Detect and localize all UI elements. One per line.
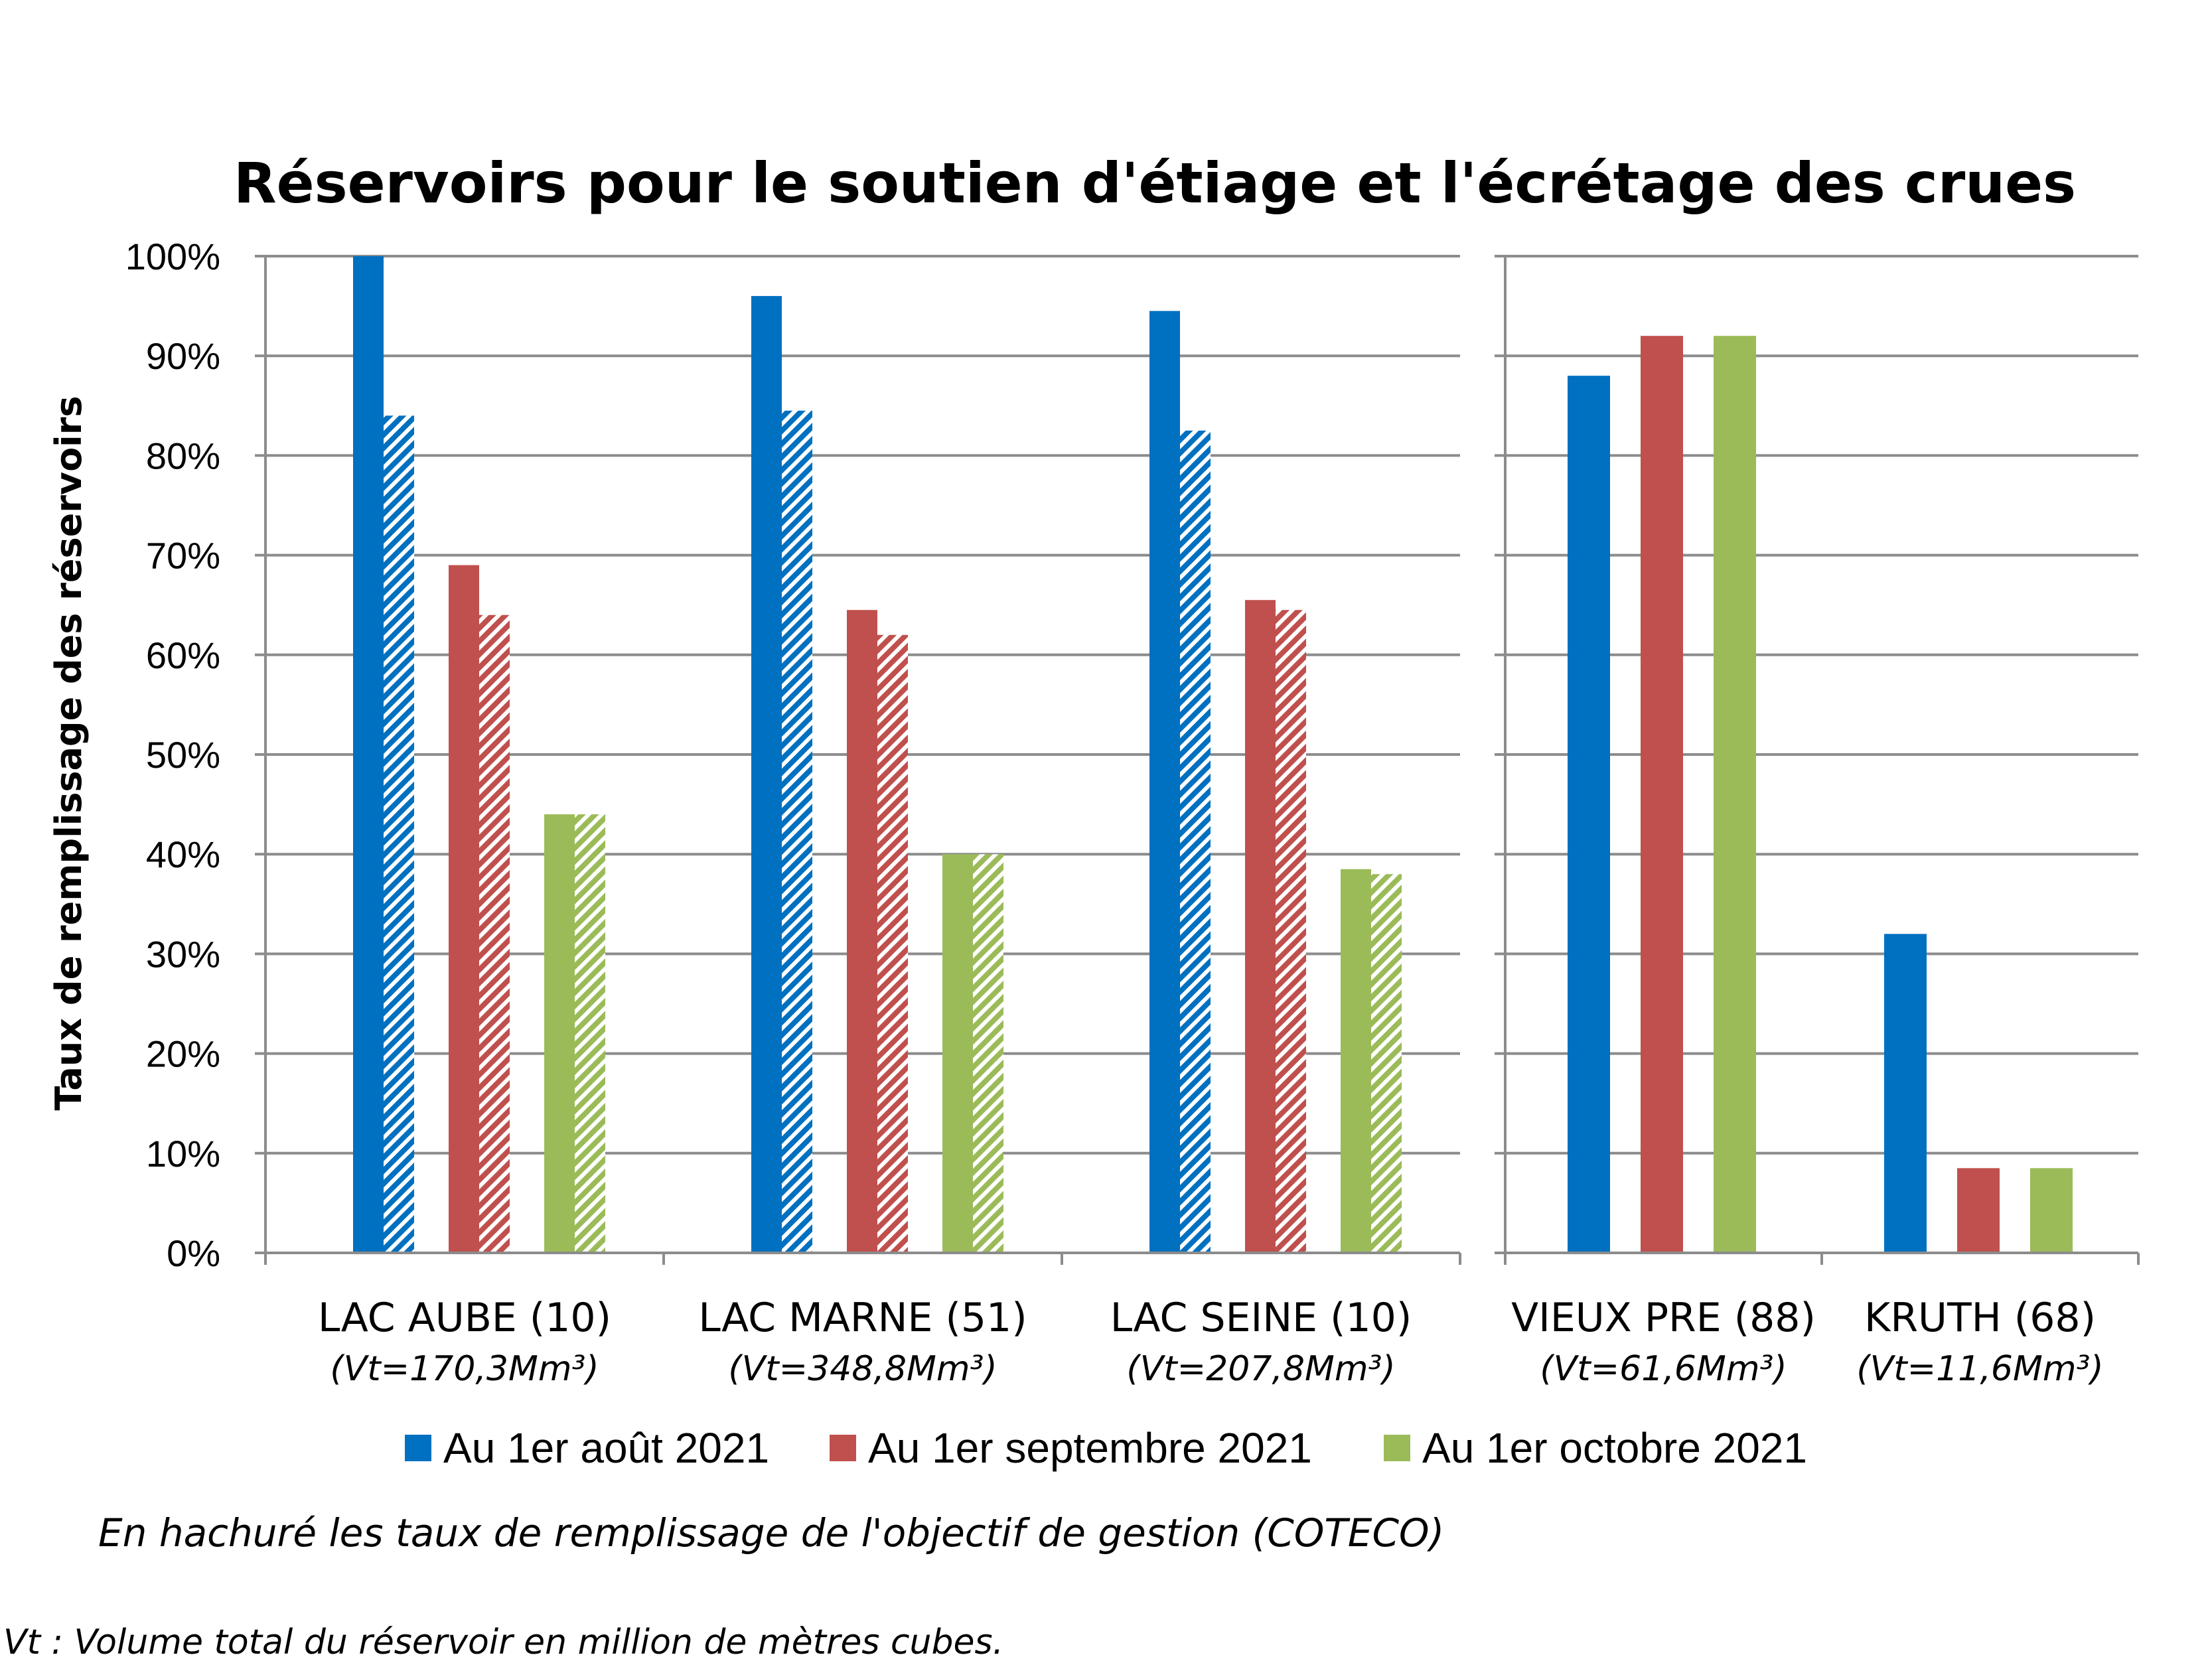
bar-objective bbox=[384, 415, 414, 1253]
bar-actual bbox=[1568, 376, 1610, 1253]
y-tick-label: 90% bbox=[146, 335, 220, 377]
y-tick-label: 100% bbox=[125, 236, 220, 277]
axes bbox=[255, 255, 2140, 1265]
category-volume: (Vt=61,6Mm³) bbox=[1540, 1349, 1787, 1389]
bar-actual bbox=[1714, 336, 1756, 1253]
bar-objective bbox=[877, 634, 908, 1253]
category-label: LAC SEINE (10) bbox=[1110, 1295, 1412, 1341]
bar-objective bbox=[973, 854, 1003, 1253]
y-tick-label: 80% bbox=[146, 435, 220, 476]
bar-objective bbox=[1276, 610, 1306, 1253]
chart-title: Réservoirs pour le soutien d'étiage et l… bbox=[234, 151, 2076, 216]
y-tick-label: 0% bbox=[167, 1232, 220, 1274]
y-axis-label: Taux de remplissage des réservoirs bbox=[48, 396, 90, 1111]
category-label: LAC MARNE (51) bbox=[698, 1295, 1027, 1341]
bar-actual bbox=[1884, 934, 1927, 1253]
legend: Au 1er août 2021 Au 1er septembre 2021 Au … bbox=[405, 1424, 1807, 1472]
bar-objective bbox=[782, 410, 812, 1253]
category-volume: (Vt=348,8Mm³) bbox=[728, 1349, 997, 1389]
legend-label: Au 1er octobre 2021 bbox=[1422, 1424, 1807, 1472]
bar-objective bbox=[575, 814, 605, 1253]
y-tick-label: 30% bbox=[146, 933, 220, 975]
bar-objective bbox=[479, 614, 510, 1253]
y-tick-label: 40% bbox=[146, 833, 220, 875]
bar-objective bbox=[1180, 430, 1211, 1253]
category-label: KRUTH (68) bbox=[1864, 1295, 2096, 1341]
volume-footnote: Vt : Volume total du réservoir en millio… bbox=[3, 1623, 1003, 1659]
bar-actual bbox=[1341, 869, 1371, 1253]
bars bbox=[353, 256, 2073, 1254]
labels: 0% 10% 20% 30% 40% 50% 60% 70% 80% 90% 100% LAC AUB… bbox=[125, 236, 2104, 1389]
bar-actual bbox=[847, 610, 877, 1253]
bar-actual bbox=[1149, 311, 1180, 1253]
legend-label: Au 1er août 2021 bbox=[443, 1424, 769, 1472]
category-volume: (Vt=11,6Mm³) bbox=[1856, 1349, 2103, 1389]
y-tick-label: 60% bbox=[146, 634, 220, 676]
bar-actual bbox=[353, 256, 384, 1253]
y-tick-label: 70% bbox=[146, 535, 220, 577]
bar-actual bbox=[942, 854, 973, 1253]
bar-actual bbox=[449, 565, 479, 1253]
y-tick-label: 10% bbox=[146, 1133, 220, 1175]
bar-objective bbox=[1371, 874, 1402, 1253]
bar-actual bbox=[544, 814, 575, 1253]
category-volume: (Vt=207,8Mm³) bbox=[1126, 1349, 1395, 1389]
y-tick-label: 20% bbox=[146, 1033, 220, 1075]
y-tick-label: 50% bbox=[146, 734, 220, 776]
bar-actual bbox=[751, 296, 782, 1254]
hatch-note: En hachuré les taux de remplissage de l'… bbox=[98, 1510, 1444, 1555]
bar-actual bbox=[1245, 600, 1276, 1253]
legend-swatch bbox=[830, 1435, 856, 1461]
bar-actual bbox=[1957, 1168, 2000, 1253]
legend-swatch bbox=[405, 1435, 431, 1461]
legend-swatch bbox=[1384, 1435, 1410, 1461]
category-label: LAC AUBE (10) bbox=[318, 1295, 611, 1341]
category-volume: (Vt=170,3Mm³) bbox=[330, 1349, 599, 1389]
legend-label: Au 1er septembre 2021 bbox=[868, 1424, 1312, 1472]
bar-actual bbox=[2030, 1168, 2073, 1253]
bar-actual bbox=[1641, 336, 1683, 1253]
category-label: VIEUX PRE (88) bbox=[1511, 1295, 1816, 1341]
